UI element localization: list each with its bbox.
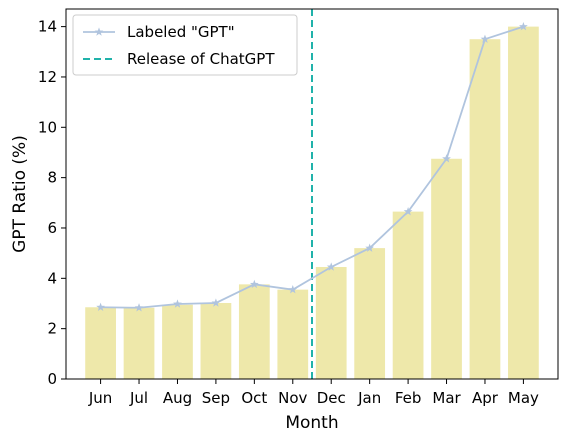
legend-label-gpt: Labeled "GPT": [127, 23, 235, 41]
bar-sep: [200, 302, 232, 379]
point-may: [519, 22, 528, 31]
legend-box: [72, 14, 298, 76]
y-tick-label: 4: [47, 269, 57, 287]
y-axis: 0 2 4 6 8 10 12 14: [38, 18, 66, 388]
bar-jan: [354, 248, 386, 379]
bars-group: [85, 26, 539, 380]
y-tick-label: 0: [47, 370, 57, 388]
bar-jul: [123, 307, 155, 379]
point-sep: [211, 298, 221, 307]
point-jan: [365, 243, 375, 252]
legend: Labeled "GPT" Release of ChatGPT: [72, 14, 298, 76]
point-oct: [249, 279, 259, 289]
bar-feb: [392, 211, 424, 379]
plot-frame: [65, 8, 559, 380]
x-tick-label: Sep: [202, 389, 230, 407]
bar-nov: [277, 289, 309, 379]
point-aug: [173, 299, 182, 308]
bar-dec: [315, 266, 347, 379]
x-tick-label: Oct: [241, 389, 267, 407]
y-tick-label: 10: [38, 118, 57, 136]
y-tick-label: 14: [38, 18, 57, 36]
bar-oct: [238, 284, 270, 379]
point-feb: [403, 207, 413, 216]
x-tick-label: Apr: [472, 389, 499, 407]
y-tick-label: 2: [47, 320, 57, 338]
markers-group: [96, 22, 528, 312]
point-jun: [96, 302, 105, 311]
bar-apr: [469, 39, 501, 380]
bar-mar: [431, 158, 462, 379]
x-axis: Jun Jul Aug Sep Oct Nov Dec Jan Feb Mar Apr May: [88, 379, 539, 407]
x-tick-label: Jan: [357, 389, 381, 407]
y-tick-label: 6: [47, 219, 57, 237]
x-tick-label: Nov: [278, 389, 307, 407]
y-tick-label: 8: [47, 169, 57, 187]
point-dec: [326, 262, 336, 271]
x-tick-label: Dec: [317, 389, 346, 407]
legend-label-release: Release of ChatGPT: [127, 50, 275, 68]
point-jul: [134, 303, 144, 312]
bar-aug: [162, 304, 193, 379]
x-tick-label: Mar: [432, 389, 461, 407]
y-tick-label: 12: [38, 68, 57, 86]
point-apr: [480, 34, 490, 43]
bar-jun: [85, 307, 116, 379]
x-tick-label: Jun: [88, 389, 112, 407]
x-tick-label: Aug: [163, 389, 192, 407]
star-marker-icon: [94, 27, 104, 36]
x-tick-label: May: [508, 389, 539, 407]
x-axis-label: Month: [285, 413, 338, 433]
gpt-line: [100, 25, 524, 309]
x-tick-label: Jul: [129, 389, 148, 407]
point-nov: [288, 285, 298, 294]
point-mar: [442, 154, 451, 163]
bar-may: [508, 26, 539, 379]
y-axis-label: GPT Ratio (%): [10, 135, 30, 253]
x-tick-label: Feb: [395, 389, 422, 407]
